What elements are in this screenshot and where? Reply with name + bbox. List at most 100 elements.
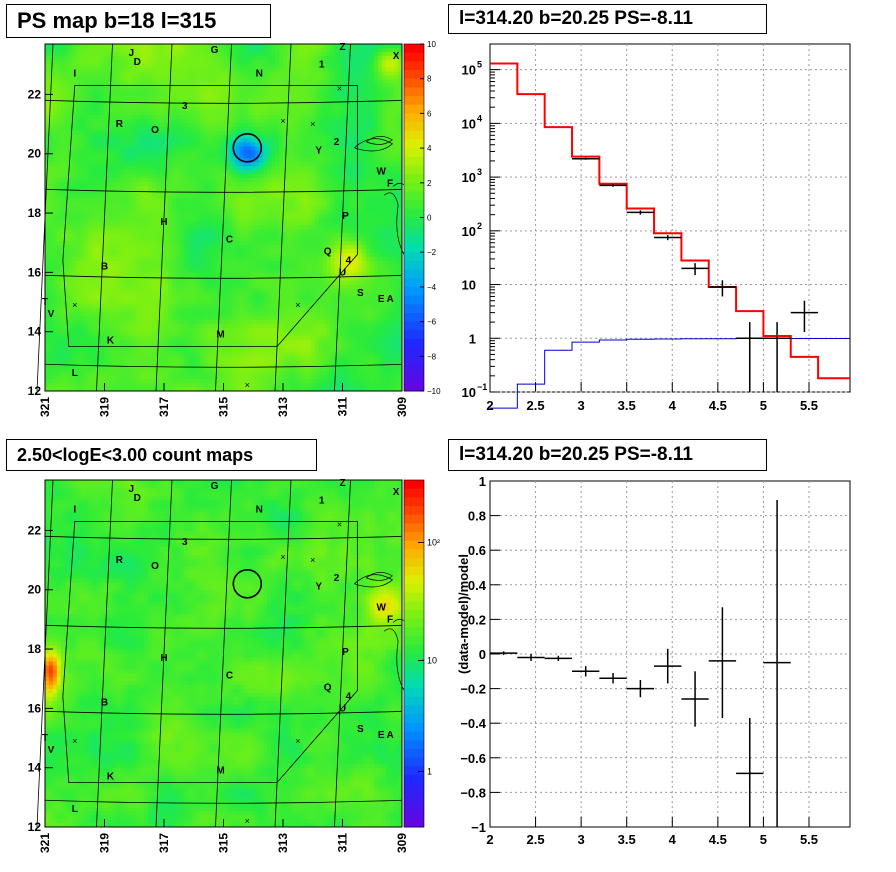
source-label: Q: [324, 247, 332, 258]
source-label: H: [160, 217, 167, 228]
y-tick-label: 10: [462, 224, 476, 239]
map-bottom-title: 2.50<logE<3.00 count maps: [6, 439, 317, 471]
source-label: A: [386, 730, 393, 741]
x-tick-label: 321: [38, 833, 52, 853]
roi-box: [62, 85, 358, 347]
source-label: J: [128, 48, 134, 59]
residual-point: [681, 671, 709, 727]
source-cross: ×: [72, 300, 77, 310]
residual-point: [517, 654, 545, 661]
parallel-line: [44, 188, 403, 193]
source-cross: ×: [245, 816, 250, 826]
contour-line: [383, 628, 413, 702]
y-tick-label: 0.4: [468, 578, 487, 593]
source-label: R: [116, 119, 124, 130]
source-label: 4: [346, 255, 352, 266]
colorbar-tick-label: −4: [427, 283, 437, 292]
colorbar-tick-label: −2: [427, 248, 437, 257]
residual-point: [626, 679, 655, 698]
data-point: [790, 300, 819, 333]
x-tick-label: 319: [98, 397, 112, 417]
y-tick-label: 22: [28, 523, 42, 537]
parallel-line: [44, 624, 403, 629]
residual-bottom-title: l=314.20 b=20.25 PS=-8.11: [448, 439, 767, 471]
y-tick-exponent: −1: [477, 382, 487, 392]
y-tick-label: 10: [462, 63, 476, 78]
source-label: B: [101, 697, 108, 708]
source-label: 3: [182, 537, 188, 548]
colorbar-tick-label: −6: [427, 318, 437, 327]
roi-circle: [232, 133, 263, 163]
colorbar-tick-label: 1: [427, 766, 432, 776]
x-tick-label: 317: [157, 397, 171, 417]
source-label: K: [107, 772, 115, 783]
parallel-line: [44, 535, 403, 540]
source-label: I: [73, 505, 76, 516]
y-tick-exponent: 2: [477, 221, 482, 231]
y-tick-label: 16: [28, 265, 42, 279]
colorbar-tick-label: 10: [427, 655, 437, 665]
x-tick-label: 309: [395, 833, 409, 853]
source-label: N: [256, 505, 263, 516]
source-label: R: [116, 555, 124, 566]
contour-line: [383, 192, 413, 266]
residual-point: [490, 651, 518, 655]
x-tick-label: 321: [38, 397, 52, 417]
data-point: [626, 210, 655, 215]
source-label: C: [226, 671, 233, 682]
meridian-line: [215, 479, 232, 828]
source-label: M: [216, 330, 224, 341]
x-tick-label: 4.5: [709, 398, 727, 413]
source-cross: ×: [310, 119, 315, 129]
x-tick-label: 2: [486, 398, 493, 413]
colorbar-frame: [403, 479, 425, 828]
y-tick-label: 20: [28, 583, 42, 597]
data-point: [599, 184, 627, 187]
contour-line: [354, 138, 393, 152]
colorbar: [404, 44, 424, 392]
parallel-line: [44, 363, 403, 368]
source-cross: ×: [280, 552, 285, 562]
source-label: 4: [346, 691, 352, 702]
residual-plot: 2 2.5 3 3.5 4 4.5 5 5.5 −1 −0.8 −0.6 −0.4 −0.2 0 0.2 0.…: [456, 474, 851, 847]
y-tick-label: 10: [462, 116, 476, 131]
x-tick-label: 311: [336, 833, 350, 853]
x-tick-label: 309: [395, 397, 409, 417]
meridian-line: [274, 479, 292, 828]
x-tick-label: 311: [336, 397, 350, 417]
colorbar-tick-label: 10: [427, 40, 436, 49]
source-label: G: [211, 481, 219, 492]
y-tick-label: 14: [28, 325, 42, 339]
contour-line: [354, 574, 393, 588]
data-point: [572, 157, 600, 160]
y-tick-label: 16: [28, 701, 42, 715]
source-label: J: [128, 484, 134, 495]
y-tick-label: 10: [462, 170, 476, 185]
x-tick-label: 2: [486, 832, 493, 847]
contour-line: [366, 572, 393, 581]
source-cross: ×: [337, 519, 342, 529]
source-label: O: [151, 561, 159, 572]
y-tick-label: 12: [28, 384, 42, 398]
source-label: Z: [339, 42, 345, 53]
coordinate-grid: [36, 479, 403, 828]
y-tick-label: 18: [28, 642, 42, 656]
y-tick-label: −0.4: [460, 716, 486, 731]
x-tick-label: 319: [98, 833, 112, 853]
data-point: [708, 280, 737, 297]
meridian-line: [155, 479, 173, 828]
source-label: K: [107, 336, 115, 347]
source-label: U: [339, 703, 346, 714]
source-cross: ×: [310, 555, 315, 565]
colorbar-tick-label: 0: [427, 214, 432, 223]
x-tick-label: 3.5: [618, 832, 636, 847]
y-tick-label: 1: [479, 474, 486, 489]
source-label: V: [48, 745, 55, 756]
y-tick-label: 22: [28, 87, 42, 101]
colorbar-tick-label: 4: [427, 144, 432, 153]
source-label: E: [378, 730, 385, 741]
residual-point: [763, 500, 791, 827]
